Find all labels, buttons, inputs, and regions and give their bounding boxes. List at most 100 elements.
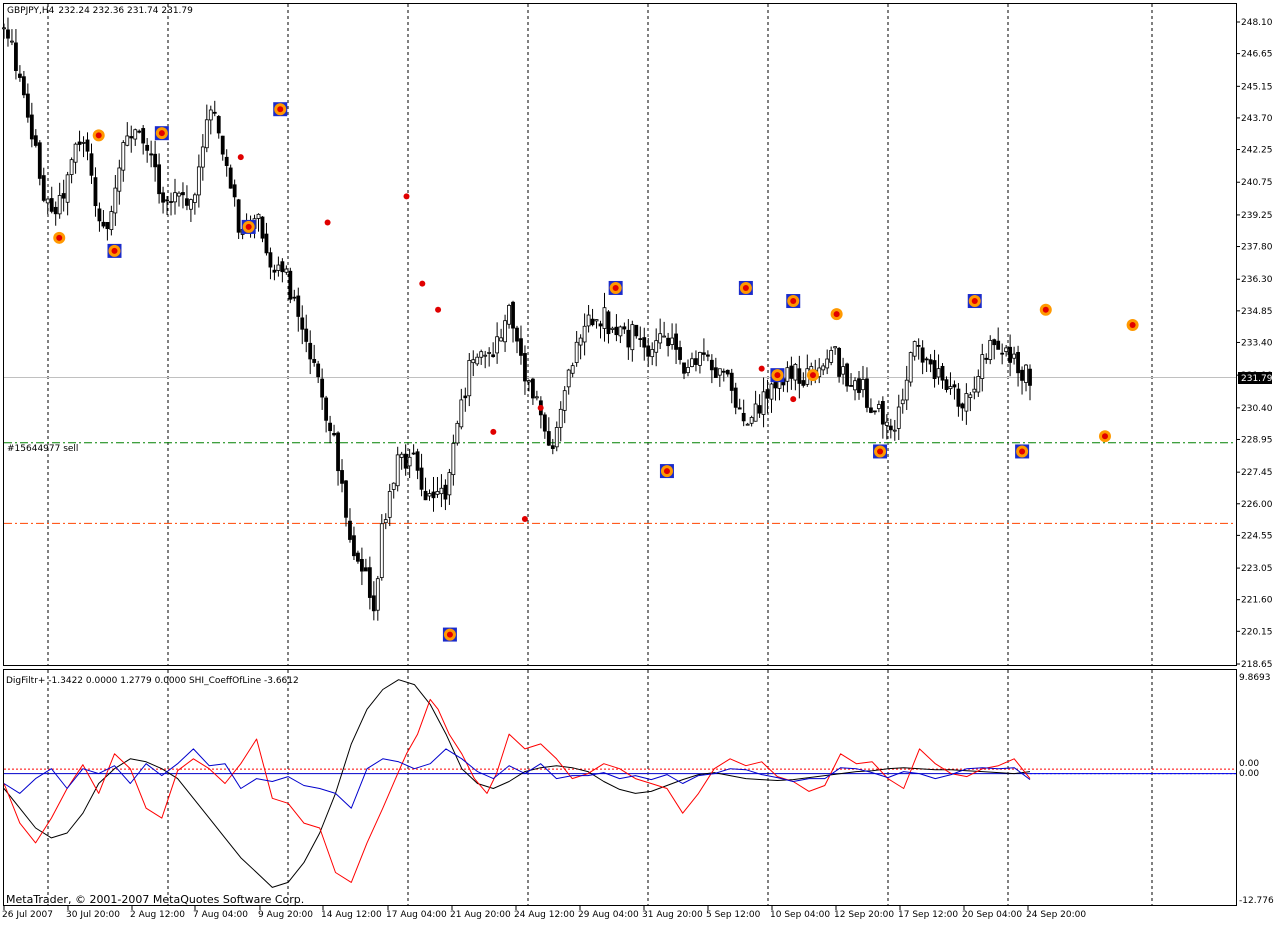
candle-body <box>578 337 583 346</box>
time-tick-label: 17 Aug 04:00 <box>386 910 447 920</box>
candle-body <box>85 139 90 152</box>
candle-body <box>463 395 468 399</box>
order-label: #15644977 sell <box>7 444 78 454</box>
candle-body <box>892 429 897 432</box>
candle-body <box>614 326 619 336</box>
candle-body <box>1000 352 1005 355</box>
time-tick-label: 2 Aug 12:00 <box>130 910 185 920</box>
candle-body <box>888 425 893 431</box>
candle-body <box>729 372 734 391</box>
candle-body <box>702 352 706 355</box>
candle-body <box>264 233 269 254</box>
candle-body <box>793 364 798 381</box>
copyright-text: MetaTrader, © 2001-2007 MetaQuotes Softw… <box>6 893 304 906</box>
time-tick-label: 26 Jul 2007 <box>2 910 53 920</box>
candle-body <box>873 410 877 413</box>
candle-body <box>344 480 348 518</box>
current-price-label: 231.79 <box>1241 374 1273 384</box>
candle-body <box>980 354 985 379</box>
candle-body <box>916 345 921 347</box>
candle-body <box>542 414 547 432</box>
signal-star-core <box>1101 433 1108 440</box>
candle-body <box>610 327 615 330</box>
signal-star-core <box>742 284 749 291</box>
candle-body <box>268 252 273 268</box>
candle-body <box>717 368 722 376</box>
candle-body <box>984 357 989 360</box>
candle-body <box>968 394 973 398</box>
time-tick-label: 21 Aug 20:00 <box>450 910 511 920</box>
candle-body <box>451 443 456 476</box>
candle-body <box>745 423 750 426</box>
signal-markers <box>53 102 1139 642</box>
candle-body <box>260 216 265 239</box>
signal-star-core <box>1129 322 1136 329</box>
candle-body <box>884 421 889 426</box>
price-tick-label: 226.00 <box>1241 500 1273 510</box>
signal-box-marker <box>967 294 982 309</box>
candle-body <box>367 567 372 598</box>
candle-body <box>853 380 857 391</box>
signal-box-marker <box>442 627 457 642</box>
candle-body <box>1004 347 1009 352</box>
time-tick-label: 14 Aug 12:00 <box>321 910 382 920</box>
candle-body <box>1008 346 1013 363</box>
candle-body <box>527 380 531 383</box>
candle-body <box>709 359 714 371</box>
signal-box-marker <box>1015 444 1030 459</box>
candle-body <box>399 453 404 458</box>
candle-body <box>423 490 428 501</box>
candle-body <box>204 119 209 149</box>
price-tick-label: 240.75 <box>1241 178 1273 188</box>
candle-body <box>574 341 579 363</box>
candle-body <box>300 317 305 330</box>
signal-star-core <box>1019 448 1026 455</box>
price-tick-label: 248.10 <box>1241 18 1273 28</box>
indicator-lines <box>3 679 1236 888</box>
candle-body <box>21 76 26 96</box>
candle-body <box>944 379 949 390</box>
candle-body <box>185 198 189 206</box>
candle-body <box>519 338 523 356</box>
signal-box-marker <box>786 294 801 309</box>
candle-body <box>173 192 177 203</box>
candle-body <box>443 484 448 500</box>
candle-body <box>419 467 424 490</box>
candle-body <box>371 595 376 612</box>
candle-body <box>256 213 261 219</box>
candle-body <box>479 351 484 358</box>
candle-body <box>196 166 201 196</box>
candle-body <box>964 393 969 412</box>
candle-body <box>447 472 452 496</box>
fractal-dot <box>521 516 528 523</box>
candle-body <box>141 128 146 144</box>
candle-body <box>280 261 285 273</box>
candle-body <box>829 350 834 363</box>
candle-body <box>352 535 356 557</box>
candle-body <box>29 114 34 140</box>
candle-body <box>531 378 535 399</box>
signal-box-marker <box>273 102 288 117</box>
candle-body <box>411 452 416 455</box>
candle-body <box>41 175 46 201</box>
candle-body <box>797 368 802 384</box>
signal-box-marker <box>873 444 888 459</box>
candle-body <box>582 325 587 343</box>
time-tick-label: 12 Sep 20:00 <box>834 910 894 920</box>
candle-body <box>181 192 185 196</box>
candle-body <box>725 369 730 375</box>
indicator-pane-frame <box>3 669 1237 906</box>
candle-body <box>642 337 647 348</box>
candle-body <box>606 311 611 335</box>
signal-star-core <box>245 223 252 230</box>
candle-body <box>387 491 392 518</box>
candle-body <box>2 27 6 30</box>
candle-body <box>200 146 205 168</box>
signal-star-core <box>774 372 781 379</box>
candle-body <box>789 365 794 379</box>
candle-body <box>924 358 929 361</box>
signal-star-core <box>56 234 63 241</box>
candle-body <box>833 346 838 349</box>
candle-body <box>721 370 726 373</box>
